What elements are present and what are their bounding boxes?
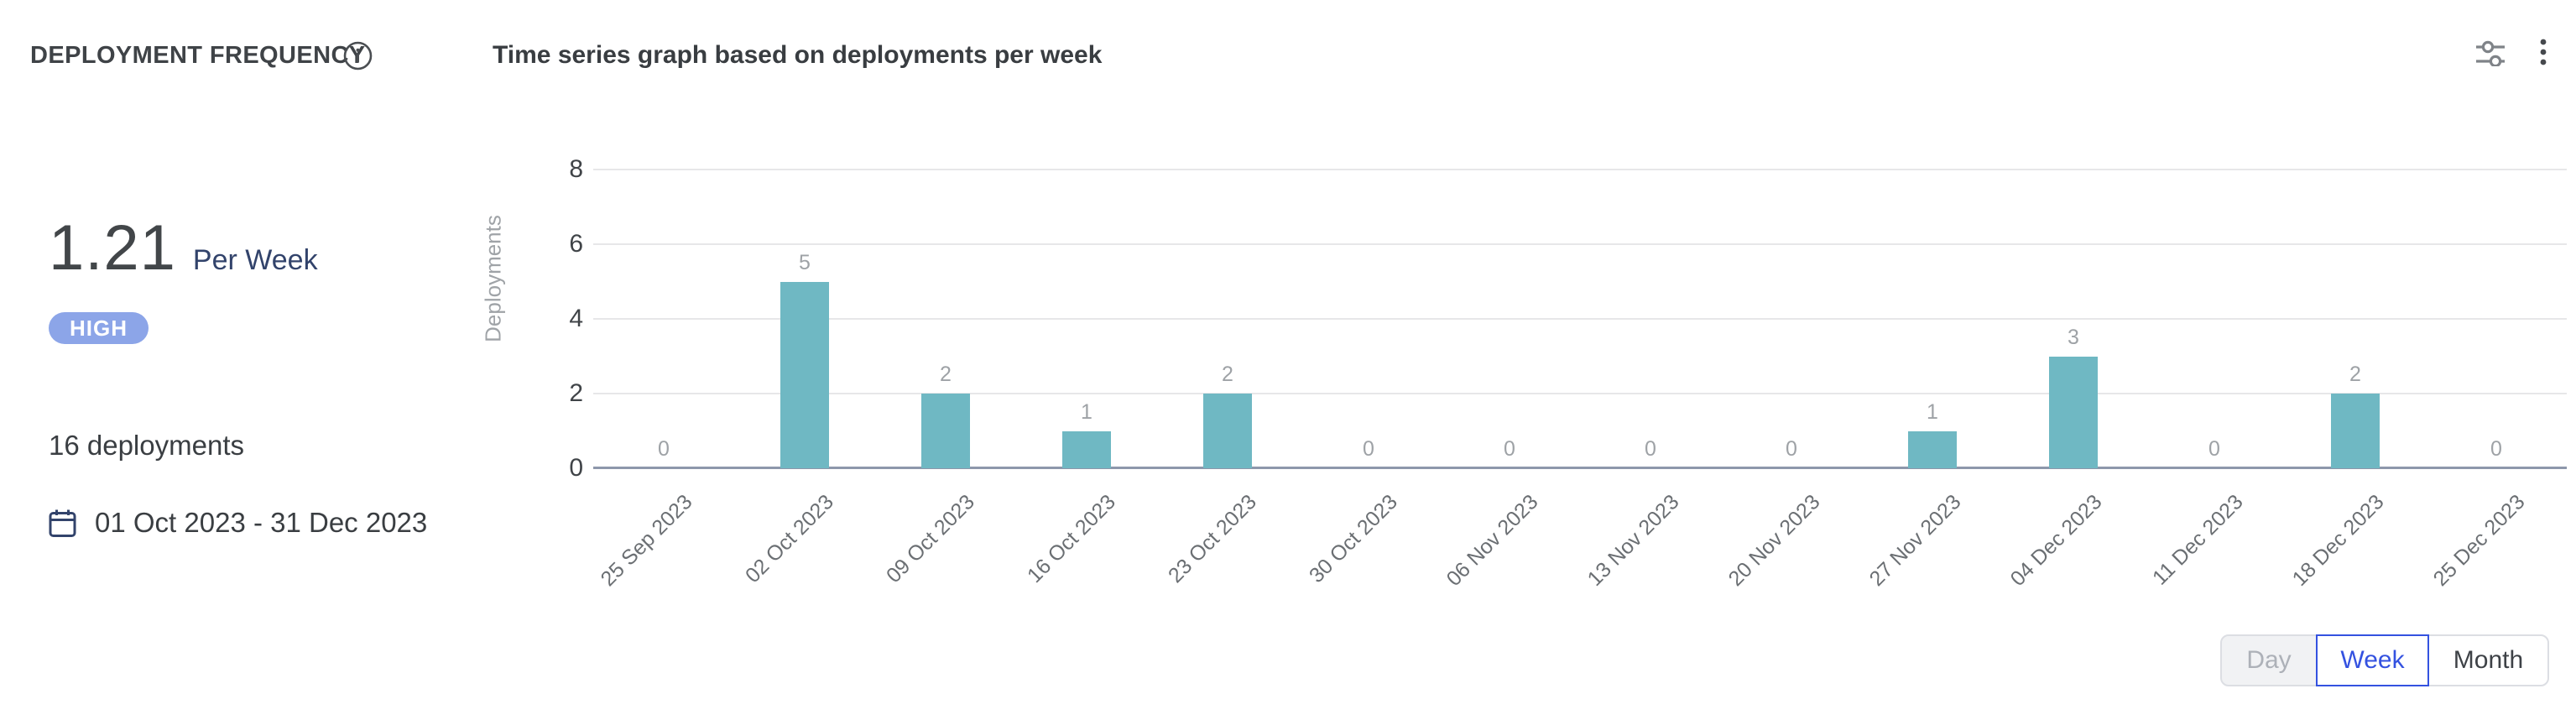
x-tick-label: 11 Dec 2023 [2148, 490, 2248, 590]
x-tick-label: 23 Oct 2023 [1163, 490, 1261, 588]
x-tick-label: 20 Nov 2023 [1723, 490, 1825, 592]
bar[interactable] [1062, 430, 1111, 468]
date-range-row: 01 Oct 2023 - 31 Dec 2023 [49, 507, 427, 539]
header-actions [2475, 35, 2549, 70]
bar-value-label: 2 [1222, 363, 1233, 386]
x-tick-label: 04 Dec 2023 [2005, 490, 2107, 592]
bar[interactable] [1203, 394, 1252, 468]
toggle-month-button[interactable]: Month [2427, 634, 2549, 686]
bar-value-label: 0 [1504, 437, 1515, 461]
kebab-menu-icon[interactable] [2537, 35, 2549, 70]
y-tick-label: 0 [569, 454, 583, 482]
rate-unit: Per Week [192, 244, 318, 276]
x-tick-label: 30 Oct 2023 [1304, 490, 1402, 588]
gridline [593, 393, 2567, 394]
y-tick-label: 2 [569, 379, 583, 407]
bar[interactable] [2049, 356, 2098, 468]
bar-value-label: 0 [658, 437, 670, 461]
x-tick-label: 06 Nov 2023 [1442, 490, 1543, 592]
level-badge: HIGH [49, 312, 149, 344]
granularity-toggle: Day Week Month [2220, 634, 2549, 686]
bar-value-label: 0 [1645, 437, 1656, 461]
y-tick-label: 8 [569, 155, 583, 183]
bar-value-label: 0 [2490, 437, 2502, 461]
x-tick-label: 16 Oct 2023 [1022, 490, 1120, 588]
bar-value-label: 0 [1363, 437, 1374, 461]
filter-sliders-icon[interactable] [2475, 39, 2506, 66]
x-tick-label: 25 Sep 2023 [596, 490, 697, 592]
gridline [593, 169, 2567, 170]
bar[interactable] [2331, 394, 2380, 468]
calendar-icon [49, 509, 76, 537]
x-tick-label: 09 Oct 2023 [881, 490, 979, 588]
gridline [593, 243, 2567, 245]
x-tick-label: 13 Nov 2023 [1583, 490, 1684, 592]
chart-subtitle: Time series graph based on deployments p… [493, 41, 1103, 69]
x-tick-label: 27 Nov 2023 [1864, 490, 1966, 592]
x-tick-label: 25 Dec 2023 [2428, 490, 2530, 592]
rate-value: 1.21 [49, 212, 176, 284]
bar-value-label: 1 [1927, 399, 1938, 424]
bar-value-label: 3 [2068, 325, 2079, 349]
bar[interactable] [1908, 430, 1957, 468]
bar-value-label: 2 [2349, 363, 2361, 386]
y-tick-label: 6 [569, 230, 583, 258]
bar-value-label: 0 [1786, 437, 1797, 461]
toggle-week-button[interactable]: Week [2316, 634, 2429, 686]
y-axis-title: Deployments [480, 215, 506, 342]
x-tick-label: 18 Dec 2023 [2287, 490, 2389, 592]
total-deployments: 16 deployments [49, 430, 244, 461]
gridline [593, 318, 2567, 320]
x-tick-label: 02 Oct 2023 [740, 490, 838, 588]
bar-value-label: 2 [940, 363, 952, 386]
bar-value-label: 5 [799, 250, 811, 274]
date-range-text: 01 Oct 2023 - 31 Dec 2023 [95, 507, 428, 538]
y-tick-label: 4 [569, 305, 583, 332]
x-axis-line [593, 467, 2567, 469]
card-title: DEPLOYMENT FREQUENCY [30, 42, 366, 69]
rate-row: 1.21 Per Week [49, 217, 318, 280]
bar[interactable] [780, 281, 829, 468]
bar-value-label: 1 [1081, 399, 1092, 424]
toggle-day-button[interactable]: Day [2220, 634, 2318, 686]
info-icon[interactable] [343, 41, 373, 70]
bar-value-label: 0 [2208, 437, 2220, 461]
bar[interactable] [921, 394, 970, 468]
